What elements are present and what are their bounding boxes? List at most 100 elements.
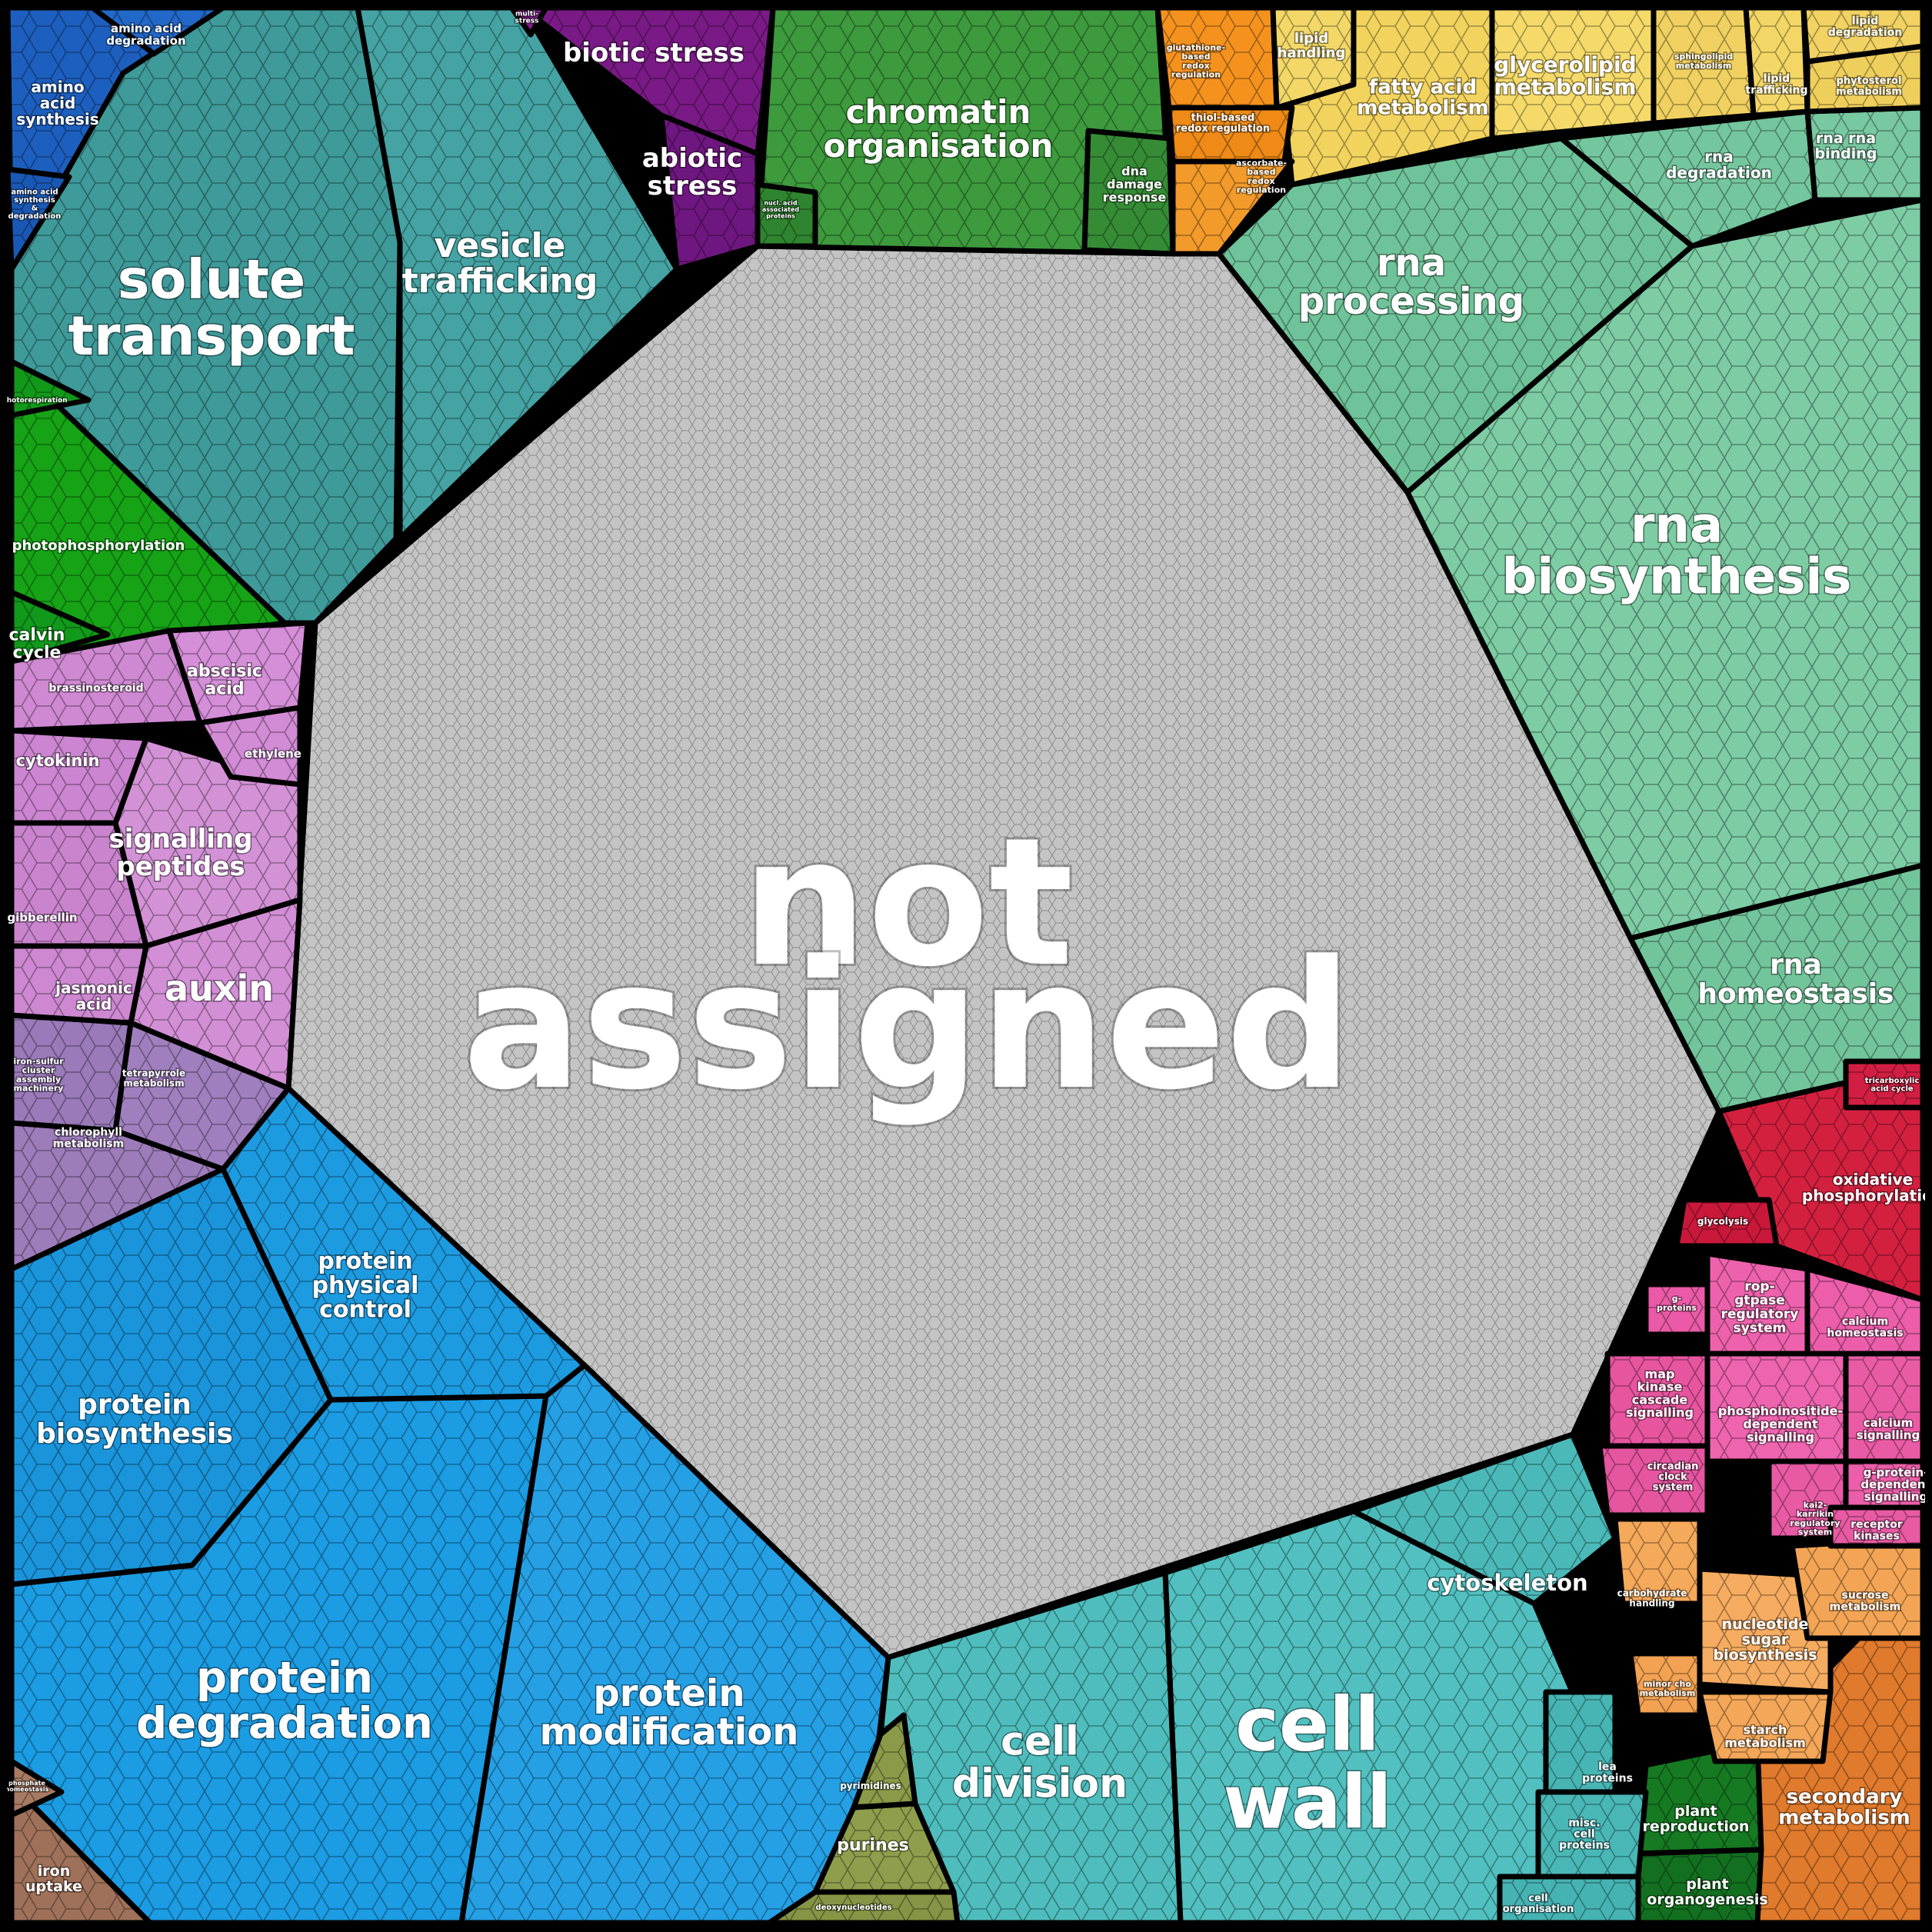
label-not-assigned: not assigned [463,801,1353,1129]
label-line: regulatory [1721,1307,1799,1322]
label-line: assigned [463,924,1353,1129]
label-sucrose-metabolism: sucrose metabolism [1830,1590,1900,1614]
label-line: phytosterol [1837,75,1902,87]
label-line: kinases [1854,1530,1900,1542]
label-line: dependent [1860,1477,1930,1491]
label-line: metabolism [1724,1735,1806,1750]
region-texture-carbohydrate-handling [1615,1519,1700,1604]
label-line: reproduction [1643,1817,1750,1834]
label-line: proteins [766,212,795,219]
region-photophosphorylation [8,358,288,665]
label-line: kinase [1637,1379,1683,1394]
label-line: proteins [1582,1772,1633,1784]
label-line: brassinosteroid [48,682,143,695]
label-brassinosteroid: brassinosteroid [48,682,143,695]
region-texture-amino-acid-degradation [92,8,223,54]
label-line: cell [1528,1893,1547,1904]
label-line: system [1653,1481,1694,1493]
label-line: protein [593,1672,744,1715]
region-texture-minor-cho-metabolism [1631,1654,1700,1715]
label-line: auxin [165,968,274,1009]
label-chromatin-organisation: chromatin organisation [824,92,1054,164]
label-line: amino [31,78,84,96]
region-lea-proteins [1543,1689,1618,1795]
label-line: sucrose [1842,1590,1889,1602]
region-texture-deoxynucleotides [769,1892,958,1923]
label-glycolysis: glycolysis [1697,1216,1748,1227]
label-phosphoinositide-dependent-signalling: phosphoinositide-dependent signalling [1718,1404,1843,1444]
label-line: iron [38,1863,70,1880]
label-purines: purines [837,1836,908,1855]
region-texture-calcium-homeostasis [1807,1269,1923,1354]
region-glycerolipid-metabolism [1489,5,1657,142]
region-texture-pyrimidines [854,1715,915,1807]
label-line: multi- [515,10,538,18]
label-line: degradation [1666,163,1772,182]
region-texture-photophosphorylation [12,361,285,661]
label-line: proteins [1559,1840,1610,1852]
label-line: phosphoinositide- [1718,1404,1843,1418]
region-texture-rna-rna-binding [1807,108,1923,200]
label-line: homeostasis [1827,1327,1903,1339]
label-line: nucleotide [1722,1616,1809,1633]
label-line: rna [1704,147,1734,165]
region-texture-nucl-acid-associated-proteins [758,185,815,246]
label-cell-division: cell division [952,1719,1128,1807]
region-vesicle-trafficking [355,5,680,541]
label-protein-modification: protein modification [540,1672,799,1754]
label-line: binding [1815,145,1877,162]
region-g-proteins [1643,1281,1710,1337]
label-line: secondary [1787,1785,1903,1808]
label-line: metabolism [1830,1601,1900,1613]
label-line: pyrimidines [840,1780,901,1791]
label-line: photophosphorylation [12,538,185,554]
label-line: stress [515,17,539,25]
label-amino-acid-synthesis: amino acid synthesis [16,78,98,128]
label-line: & [32,204,38,212]
label-line: sugar [1742,1631,1789,1648]
region-texture-circadian-clock-system [1600,1446,1707,1515]
region-texture-auxin [131,900,300,1088]
region-phosphate-homeostasis [8,1758,65,1818]
region-multi-stress [508,5,549,38]
region-calcium-homeostasis [1804,1266,1926,1357]
label-cytoskeleton: cytoskeleton [1427,1570,1587,1596]
label-cell-wall: cell wall [1223,1682,1391,1846]
region-texture-nucleotide-sugar-biosynthesis [1700,1569,1830,1692]
region-texture-g-proteins [1646,1284,1707,1334]
region-texture-jasmonic-acid [12,946,146,1023]
label-line: transport [68,305,355,368]
label-biotic-stress: biotic stress [563,38,744,68]
label-line: trafficking [402,261,598,301]
label-rna-homeostasis: rna homeostasis [1697,949,1894,1010]
label-secondary-metabolism: secondary metabolism [1778,1785,1910,1829]
label-signalling-peptides: signalling peptides [109,824,253,882]
region-lipid-trafficking [1743,5,1810,118]
label-rna-rna-binding: rna rna binding [1815,130,1877,162]
label-nucleotide-sugar-biosynthesis: nucleotide sugar biosynthesis [1713,1616,1817,1664]
label-photophosphorylation: photophosphorylation [12,538,185,554]
label-line: organisation [824,127,1054,165]
label-line: lipid [1852,15,1878,28]
label-fatty-acid-metabolism: fatty acid metabolism [1357,75,1489,119]
label-chlorophyll-metabolism: chlorophyll metabolism [53,1127,124,1151]
region-glutathione-based-redox-regulation [1154,5,1280,111]
region-texture-sucrose-metabolism [1792,1538,1923,1638]
label-line: glycerolipid [1494,52,1636,77]
label-line: metabolism [1836,85,1902,97]
label-line: cycle [13,644,62,663]
label-line: deoxynucleotides [815,1904,891,1912]
label-line: dependent [1743,1417,1818,1431]
label-abscisic-acid: abscisic acid [187,661,262,698]
label-line: g- [1672,1294,1681,1304]
label-line: degradation [1828,26,1902,38]
label-line: regulatory [1790,1518,1840,1528]
label-circadian-clock-system: circadian clock system [1647,1461,1699,1493]
label-ascorbate-based-redox-regulation: ascorbate-based redox regulation [1236,158,1287,195]
label-kai2-karrikin-regulatory-system: kai2-karrikin regulatory system [1790,1501,1840,1537]
label-line: phosphorylation [1802,1186,1932,1204]
label-photorespiration: photorespiration [2,397,67,405]
label-line: carbohydrate [1617,1587,1687,1598]
label-line: glycolysis [1697,1216,1748,1227]
region-texture-lipid-degradation [1804,8,1923,62]
